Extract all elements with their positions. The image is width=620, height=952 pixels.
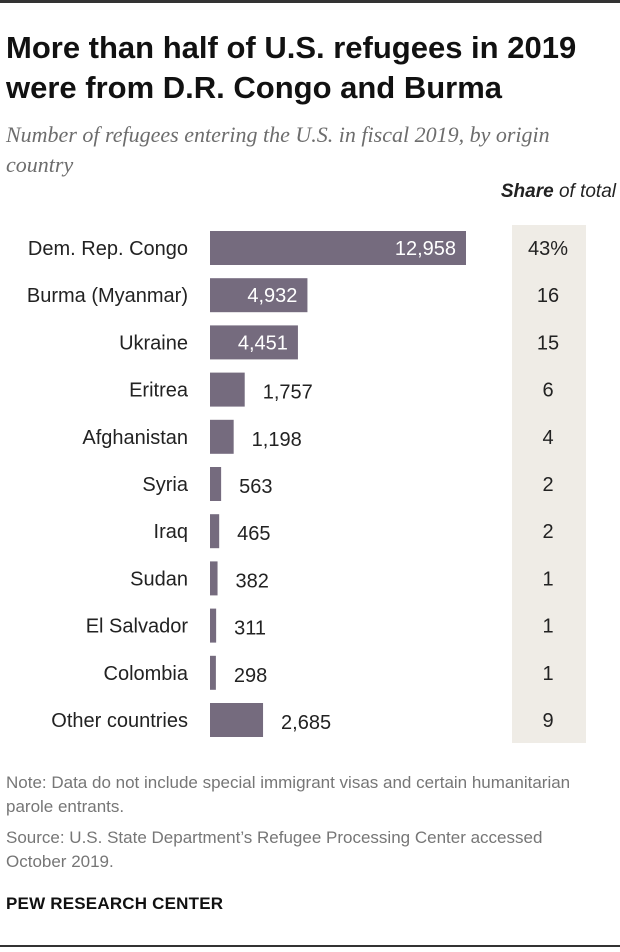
value-label: 1,757	[263, 382, 313, 404]
value-label: 12,958	[395, 238, 456, 260]
bar	[210, 655, 216, 690]
category-label: Burma (Myanmar)	[27, 285, 188, 307]
value-label: 563	[239, 476, 272, 498]
bar	[210, 231, 466, 265]
share-value: 6	[542, 380, 553, 402]
share-value: 15	[537, 332, 559, 354]
bottom-rule	[0, 945, 620, 947]
share-value: 16	[537, 285, 559, 307]
bar	[210, 372, 245, 407]
value-label: 1,198	[252, 429, 302, 451]
chart-note: Note: Data do not include special immigr…	[6, 773, 571, 816]
bar	[210, 467, 222, 501]
value-label: 311	[234, 618, 266, 640]
bar	[210, 514, 220, 549]
category-label: Colombia	[104, 663, 189, 685]
category-label: El Salvador	[86, 616, 189, 638]
share-header-bold: Share	[500, 181, 554, 202]
bar	[210, 325, 298, 360]
share-value: 43%	[528, 238, 568, 260]
share-header-rest: of total	[553, 181, 616, 202]
share-column-header: Share of total	[501, 181, 616, 203]
category-label: Afghanistan	[82, 427, 188, 449]
category-label: Syria	[142, 474, 188, 496]
bar	[210, 419, 234, 454]
value-label: 465	[237, 523, 270, 545]
value-label: 4,451	[238, 332, 288, 354]
value-label: 4,932	[247, 285, 297, 307]
category-label: Other countries	[51, 710, 188, 732]
bar	[210, 703, 264, 737]
category-label: Dem. Rep. Congo	[28, 238, 188, 260]
share-value: 2	[542, 474, 553, 496]
category-label: Eritrea	[129, 380, 189, 402]
share-value: 1	[542, 568, 553, 590]
bar-chart: Dem. Rep. Congo 12,958 43% Burma (Myanmar) 4…	[27, 231, 568, 737]
share-value: 2	[542, 521, 553, 543]
pew-logo: PEW RESEARCH CENTER	[6, 894, 224, 913]
share-value: 4	[542, 427, 553, 449]
top-rule	[0, 0, 620, 3]
category-label: Iraq	[154, 521, 188, 543]
share-value: 1	[542, 616, 553, 638]
category-label: Sudan	[130, 568, 188, 590]
value-label: 382	[236, 570, 269, 592]
chart-subtitle: Number of refugees entering the U.S. in …	[6, 122, 550, 177]
share-value: 9	[542, 710, 553, 732]
category-label: Ukraine	[119, 332, 188, 354]
bar	[210, 608, 217, 643]
share-column-background	[512, 225, 586, 743]
bar	[210, 278, 308, 313]
chart-source: Source: U.S. State Department’s Refugee …	[6, 828, 543, 871]
share-value: 1	[542, 663, 553, 685]
chart-title: More than half of U.S. refugees in 2019 …	[6, 30, 577, 105]
bar	[210, 561, 218, 596]
value-label: 298	[234, 665, 267, 687]
value-label: 2,685	[281, 712, 331, 734]
